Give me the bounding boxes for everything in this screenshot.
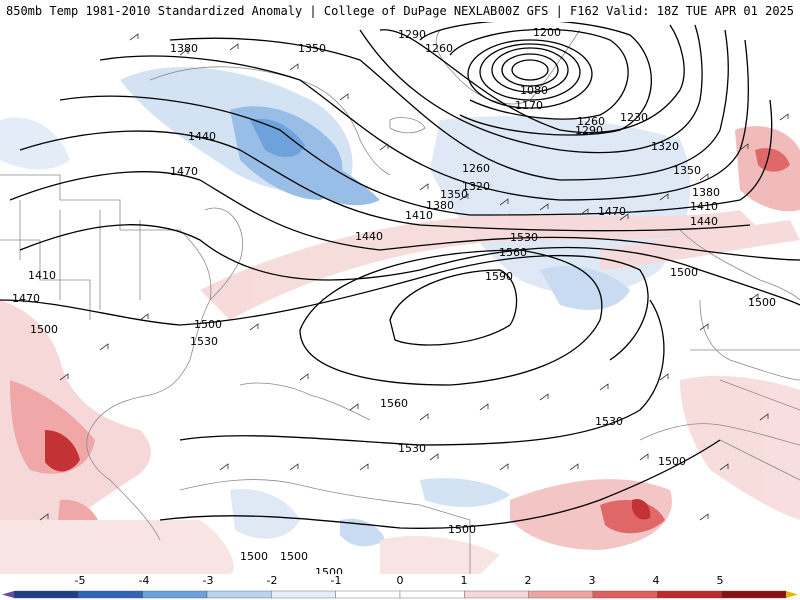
cold-anomaly-shading <box>0 67 691 547</box>
contour-label: 1500 <box>30 323 58 336</box>
colorbar-segment <box>464 590 529 599</box>
map-canvas: 1380 1350 1290 1260 1200 1080 1170 1230 … <box>0 22 800 574</box>
contour-label: 1500 <box>670 266 698 279</box>
contour-label: 1530 <box>510 231 538 244</box>
contour-label: 1350 <box>440 188 468 201</box>
contour-label: 1410 <box>28 269 56 282</box>
wind-barbs <box>39 33 789 521</box>
header-bar: 850mb Temp 1981-2010 Standardized Anomal… <box>0 0 800 22</box>
contour-label: 1500 <box>748 296 776 309</box>
contour-label: 1380 <box>426 199 454 212</box>
contour-label: 1530 <box>398 442 426 455</box>
colorbar-segment <box>592 590 658 599</box>
contour-label: 1440 <box>355 230 383 243</box>
contour-label: 1500 <box>315 566 343 574</box>
colorbar-segment <box>335 590 401 599</box>
height-contours <box>0 22 800 529</box>
colorbar-tick-label: 3 <box>588 574 596 587</box>
contour-label: 1260 <box>462 162 490 175</box>
coastlines <box>0 29 800 574</box>
anomaly-colorbar: -5 -4 -3 -2 -1 0 1 2 3 4 5 <box>0 574 800 600</box>
contour-label: 1170 <box>515 99 543 112</box>
contour-label: 1470 <box>598 205 626 218</box>
contour-label: 1380 <box>170 42 198 55</box>
contour-label: 1380 <box>692 186 720 199</box>
colorbar-tick-label: -2 <box>266 574 278 587</box>
colorbar-segment <box>206 590 272 599</box>
colorbar-tick-label: -5 <box>74 574 86 587</box>
contour-label: 1290 <box>398 28 426 41</box>
contour-label: 1590 <box>485 270 513 283</box>
contour-label: 1200 <box>533 26 561 39</box>
contour-label: 1320 <box>462 180 490 193</box>
contour-label: 1350 <box>298 42 326 55</box>
colorbar-segment <box>399 590 465 599</box>
contour-label: 1260 <box>425 42 453 55</box>
colorbar-segment <box>657 590 722 599</box>
contour-label: 1260 <box>577 115 605 128</box>
colorbar-tick-label: 2 <box>524 574 532 587</box>
contour-label: 1500 <box>240 550 268 563</box>
colorbar-strip <box>2 590 798 599</box>
contour-label: 1560 <box>380 397 408 410</box>
contour-label: 1500 <box>448 523 476 536</box>
colorbar-segment <box>2 591 14 598</box>
colorbar-tick-label: 0 <box>396 574 404 587</box>
colorbar-segment <box>528 590 594 599</box>
colorbar-tick-label: -4 <box>138 574 150 587</box>
contour-label: 1530 <box>190 335 218 348</box>
colorbar-segment <box>142 590 208 599</box>
colorbar-segment <box>721 590 787 599</box>
colorbar-tick-label: 1 <box>460 574 468 587</box>
model-run-info: 00Z GFS | F162 Valid: 18Z TUE APR 01 202… <box>497 4 794 18</box>
contour-label: 1560 <box>499 246 527 259</box>
contour-label: 1500 <box>194 318 222 331</box>
contour-label: 1440 <box>188 130 216 143</box>
colorbar-tick-label: -3 <box>202 574 214 587</box>
colorbar-tick-label: 5 <box>716 574 724 587</box>
contour-labels: 1380 1350 1290 1260 1200 1080 1170 1230 … <box>12 26 776 574</box>
contour-label: 1230 <box>620 111 648 124</box>
contour-label: 1410 <box>690 200 718 213</box>
product-title: 850mb Temp 1981-2010 Standardized Anomal… <box>6 4 498 18</box>
weather-map: 1380 1350 1290 1260 1200 1080 1170 1230 … <box>0 22 800 574</box>
contour-label: 1500 <box>658 455 686 468</box>
colorbar-segment <box>271 590 336 599</box>
contour-label: 1410 <box>405 209 433 222</box>
warm-anomaly-shading <box>0 126 800 574</box>
colorbar-segment <box>786 591 798 598</box>
colorbar-segment <box>78 590 143 599</box>
contour-label: 1440 <box>690 215 718 228</box>
contour-label: 1290 <box>575 124 603 137</box>
contour-label: 1080 <box>520 84 548 97</box>
contour-label: 1470 <box>170 165 198 178</box>
contour-label: 1350 <box>673 164 701 177</box>
contour-label: 1530 <box>595 415 623 428</box>
contour-label: 1500 <box>280 550 308 563</box>
contour-label: 1320 <box>651 140 679 153</box>
colorbar-tick-label: 4 <box>652 574 660 587</box>
contour-label: 1470 <box>12 292 40 305</box>
colorbar-segment <box>13 590 79 599</box>
colorbar-tick-label: -1 <box>330 574 342 587</box>
